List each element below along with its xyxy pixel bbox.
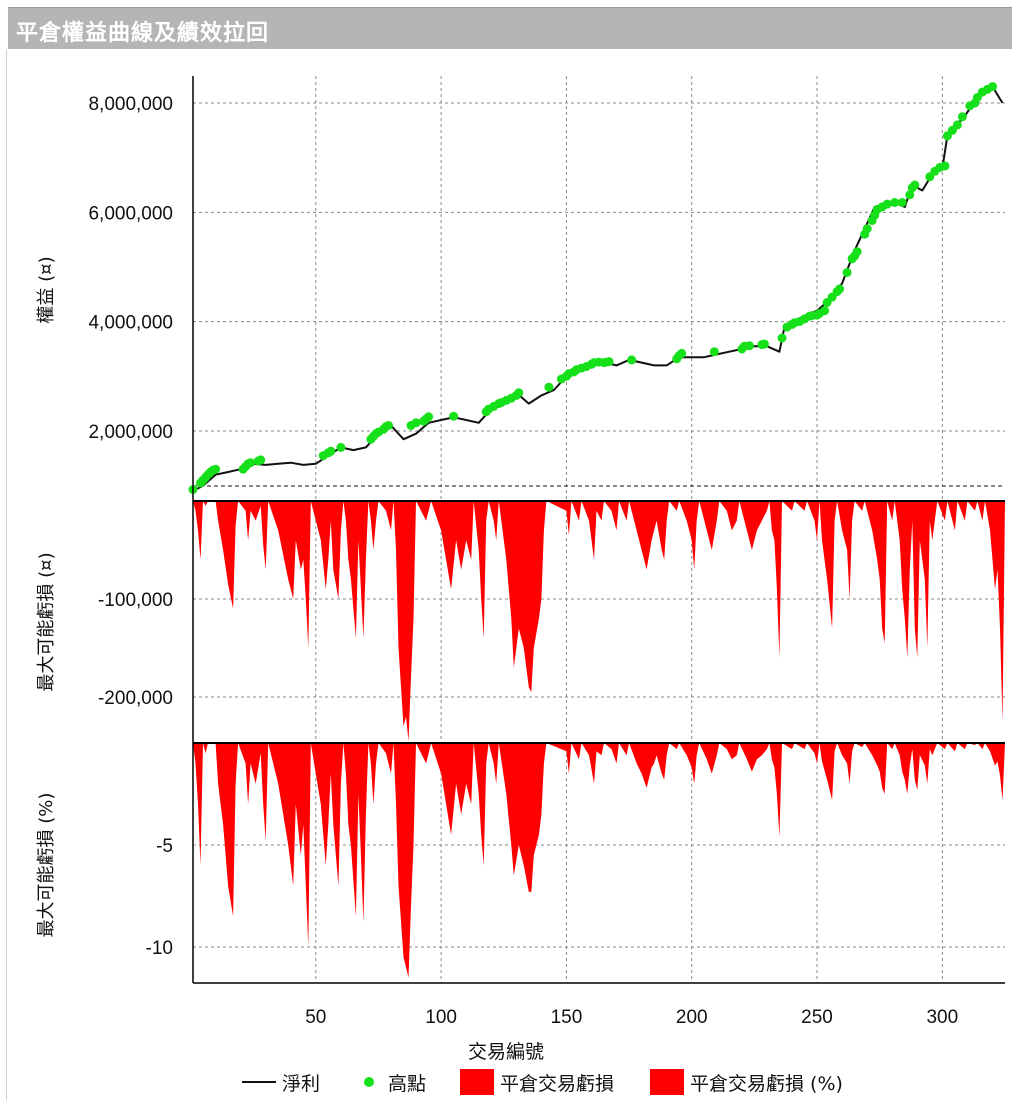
- high-marker: [910, 180, 920, 190]
- high-marker: [211, 464, 221, 474]
- equity-line: [192, 85, 1004, 492]
- high-markers: [188, 82, 997, 494]
- high-marker: [862, 224, 872, 234]
- high-marker: [336, 442, 346, 452]
- high-marker: [759, 339, 769, 349]
- drawdown-area: [193, 743, 1005, 978]
- high-marker: [957, 112, 967, 122]
- legend-label-drawdown-amount: 平倉交易虧損: [500, 1072, 615, 1095]
- legend-label-highs: 高點: [388, 1072, 427, 1095]
- high-marker: [882, 199, 892, 209]
- high-marker: [820, 306, 830, 316]
- y-tick-label: 4,000,000: [88, 313, 173, 334]
- y-axis-label-equity: 權益 (¤): [36, 256, 57, 323]
- y-tick-label: -200,000: [98, 688, 173, 709]
- high-marker: [604, 357, 614, 367]
- high-marker: [905, 190, 915, 200]
- x-tick-label: 50: [305, 1007, 326, 1028]
- x-tick-label: 300: [926, 1007, 958, 1028]
- axes: 50 100 150 200 250 300 2,000,000 4,000,000 6,000…: [88, 76, 1005, 1028]
- grid-layer: [193, 76, 1005, 983]
- legend-label-drawdown-pct: 平倉交易虧損 (%): [690, 1072, 843, 1095]
- drawdown-areas: [193, 501, 1005, 978]
- high-marker: [326, 446, 336, 456]
- high-marker: [709, 347, 719, 357]
- axis-labels: 權益 (¤) 最大可能虧損 (¤) 最大可能虧損 (%) 交易編號: [36, 256, 544, 1063]
- y-tick-label: -5: [156, 836, 173, 857]
- high-marker: [514, 388, 524, 398]
- legend-item-drawdown-amount: 平倉交易虧損: [460, 1066, 614, 1098]
- high-marker: [897, 198, 907, 207]
- y-tick-label: 8,000,000: [88, 94, 173, 115]
- y-axis-label-drawdown-pct: 最大可能虧損 (%): [36, 793, 57, 938]
- y-tick-label: 6,000,000: [88, 203, 173, 224]
- panel-border: [6, 49, 7, 1100]
- chart-title-bar: 平倉權益曲線及績效拉回: [8, 7, 1012, 49]
- high-marker: [411, 418, 421, 428]
- high-marker: [246, 458, 256, 468]
- legend-label-net-profit: 淨利: [282, 1072, 321, 1095]
- chart-title: 平倉權益曲線及績效拉回: [16, 21, 270, 46]
- high-marker: [677, 348, 687, 358]
- high-marker: [852, 247, 862, 257]
- drawdown-area: [193, 501, 1005, 742]
- y-tick-label: 2,000,000: [88, 422, 173, 443]
- legend-dot-swatch: [364, 1077, 374, 1087]
- x-tick-label: 250: [801, 1007, 833, 1028]
- x-axis-label: 交易編號: [468, 1041, 544, 1063]
- y-tick-label: -100,000: [98, 590, 173, 611]
- x-tick-label: 150: [551, 1007, 583, 1028]
- legend-item-net-profit: 淨利: [242, 1066, 320, 1098]
- high-marker: [940, 161, 950, 171]
- legend: 淨利 高點 平倉交易虧損 平倉交易虧損 (%): [0, 1066, 1012, 1098]
- high-marker: [544, 382, 554, 392]
- x-tick-label: 100: [425, 1007, 457, 1028]
- high-marker: [952, 120, 962, 130]
- legend-item-drawdown-pct: 平倉交易虧損 (%): [650, 1066, 843, 1098]
- high-marker: [835, 284, 845, 294]
- high-marker: [627, 355, 637, 365]
- high-marker: [256, 455, 266, 465]
- equity-line-layer: [192, 85, 1004, 492]
- equity-drawdown-chart: 50 100 150 200 250 300 2,000,000 4,000,000 6,000…: [36, 76, 1005, 1063]
- high-marker: [777, 333, 787, 343]
- legend-line-swatch: [242, 1081, 276, 1083]
- high-marker: [988, 82, 997, 92]
- legend-box-swatch: [650, 1069, 684, 1095]
- y-axis-label-drawdown-amount: 最大可能虧損 (¤): [36, 552, 57, 691]
- high-marker: [449, 411, 459, 421]
- legend-box-swatch: [460, 1069, 494, 1095]
- high-marker: [744, 341, 754, 351]
- x-tick-label: 200: [676, 1007, 708, 1028]
- high-marker: [842, 268, 852, 277]
- high-marker: [424, 412, 434, 422]
- high-marker: [890, 198, 900, 207]
- legend-item-highs: 高點: [364, 1066, 426, 1098]
- high-marker: [384, 421, 393, 430]
- y-tick-label: -10: [146, 938, 173, 959]
